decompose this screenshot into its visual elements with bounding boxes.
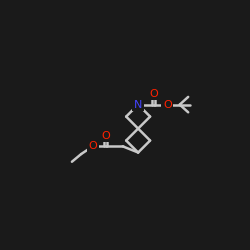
Text: N: N — [134, 100, 142, 110]
Text: O: O — [88, 141, 97, 151]
Text: O: O — [149, 89, 158, 99]
Text: O: O — [102, 130, 110, 140]
Text: O: O — [163, 100, 172, 110]
